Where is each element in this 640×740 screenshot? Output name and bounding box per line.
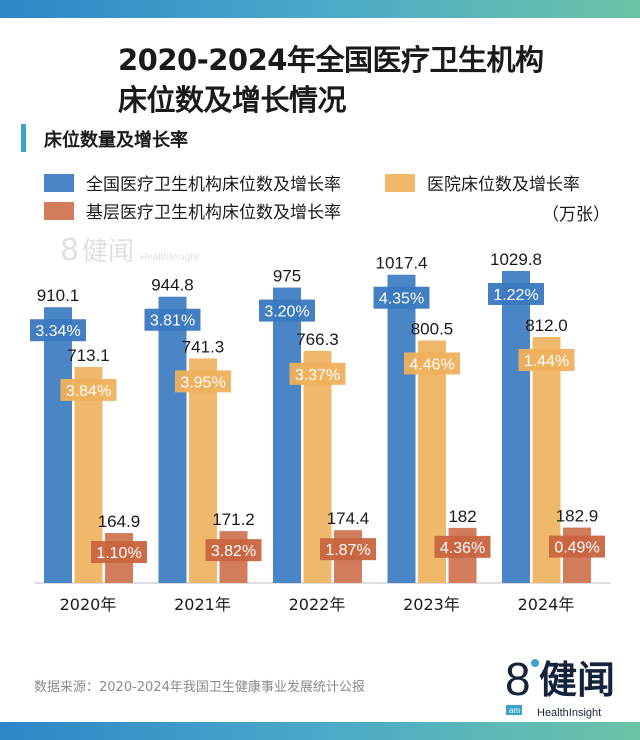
growth-label: 3.34% bbox=[35, 323, 80, 340]
growth-label-box bbox=[175, 370, 231, 393]
value-label: 944.8 bbox=[151, 276, 194, 295]
growth-label-box bbox=[289, 362, 346, 385]
legend-label: 医院床位数及增长率 bbox=[427, 175, 580, 195]
bottom-band bbox=[0, 722, 640, 740]
legend-item-national: 全国医疗卫生机构床位数及增长率 bbox=[44, 170, 341, 195]
growth-label: 4.35% bbox=[379, 291, 424, 308]
legend-label: 全国医疗卫生机构床位数及增长率 bbox=[86, 175, 341, 195]
value-label: 1029.8 bbox=[490, 250, 542, 269]
growth-label-box bbox=[518, 348, 575, 371]
growth-label: 3.84% bbox=[66, 383, 111, 400]
svg-text:8: 8 bbox=[60, 233, 79, 268]
svg-text:健闻: 健闻 bbox=[539, 658, 615, 702]
growth-label: 1.10% bbox=[96, 545, 141, 562]
growth-label-box bbox=[60, 378, 117, 401]
growth-label-box bbox=[30, 319, 86, 342]
value-label: 741.3 bbox=[182, 337, 225, 356]
growth-label-box bbox=[91, 541, 147, 564]
growth-label: 1.87% bbox=[325, 542, 370, 559]
growth-label: 1.44% bbox=[524, 353, 569, 370]
value-label: 182 bbox=[448, 507, 476, 526]
svg-text:健闻: 健闻 bbox=[82, 237, 134, 267]
svg-text:HealthInsight: HealthInsight bbox=[140, 252, 199, 263]
subheading-accent bbox=[21, 124, 26, 152]
x-tick-label: 2021年 bbox=[174, 595, 231, 614]
growth-label: 4.46% bbox=[409, 356, 454, 373]
growth-label: 4.36% bbox=[440, 540, 485, 557]
legend-label: 基层医疗卫生机构床位数及增长率 bbox=[86, 203, 341, 223]
top-band bbox=[0, 0, 640, 18]
growth-label-box bbox=[404, 352, 460, 375]
value-label: 164.9 bbox=[98, 512, 141, 531]
bar bbox=[44, 307, 72, 583]
value-label: 975 bbox=[273, 267, 301, 286]
bar bbox=[387, 274, 416, 583]
growth-label-box bbox=[549, 535, 605, 558]
legend-item-primary: 基层医疗卫生机构床位数及增长率 bbox=[44, 198, 341, 223]
x-tick-label: 2020年 bbox=[60, 595, 117, 614]
bar bbox=[158, 296, 187, 583]
x-tick-label: 2024年 bbox=[518, 595, 575, 614]
bar-chart: 910.1 3.34% 713.1 3.84% 164.9 1.10% 2020年 944.8… bbox=[30, 250, 610, 614]
growth-label-box bbox=[259, 299, 315, 322]
title-line-1: 2020-2024年全国医疗卫生机构 bbox=[118, 43, 544, 77]
value-label: 171.2 bbox=[212, 510, 255, 529]
growth-label: 3.37% bbox=[295, 367, 340, 384]
legend-swatch bbox=[44, 201, 74, 220]
svg-text:8: 8 bbox=[505, 655, 531, 705]
growth-label-box bbox=[373, 286, 430, 309]
growth-label-box bbox=[205, 539, 262, 562]
growth-label: 1.22% bbox=[493, 287, 538, 304]
value-label: 766.3 bbox=[296, 330, 339, 349]
svg-text:am: am bbox=[509, 706, 520, 715]
x-tick-label: 2022年 bbox=[289, 595, 346, 614]
data-source: 数据来源：2020-2024年我国卫生健康事业发展统计公报 bbox=[34, 680, 365, 695]
value-label: 812.0 bbox=[525, 316, 568, 335]
value-label: 713.1 bbox=[67, 346, 110, 365]
legend-swatch bbox=[385, 173, 415, 192]
value-label: 1017.4 bbox=[376, 254, 428, 273]
value-label: 182.9 bbox=[556, 507, 599, 526]
growth-label-box bbox=[320, 538, 376, 561]
legend-item-hospital: 医院床位数及增长率 bbox=[385, 170, 580, 195]
bar bbox=[502, 270, 530, 583]
page-title: 2020-2024年全国医疗卫生机构 床位数及增长情况 bbox=[118, 40, 544, 120]
growth-label: 3.82% bbox=[211, 543, 256, 560]
value-label: 174.4 bbox=[327, 509, 370, 528]
watermark-logo: 8 健闻 HealthInsight bbox=[60, 233, 199, 268]
x-tick-label: 2023年 bbox=[403, 595, 460, 614]
brand-logo: 8 健闻 am HealthInsight bbox=[505, 655, 615, 719]
subheading: 床位数量及增长率 bbox=[44, 130, 188, 151]
svg-text:HealthInsight: HealthInsight bbox=[537, 707, 601, 719]
growth-label-box bbox=[434, 535, 491, 558]
growth-label-box bbox=[488, 282, 544, 305]
value-label: 910.1 bbox=[37, 286, 80, 305]
growth-label: 3.81% bbox=[150, 313, 195, 330]
title-line-2: 床位数及增长情况 bbox=[118, 83, 347, 117]
legend-swatch bbox=[44, 173, 74, 192]
value-label: 800.5 bbox=[411, 319, 454, 338]
growth-label: 3.20% bbox=[264, 304, 309, 321]
bar bbox=[273, 287, 301, 583]
unit-label: （万张） bbox=[542, 205, 610, 225]
growth-label: 0.49% bbox=[554, 540, 599, 557]
growth-label: 3.95% bbox=[180, 374, 225, 391]
growth-label-box bbox=[144, 308, 201, 331]
